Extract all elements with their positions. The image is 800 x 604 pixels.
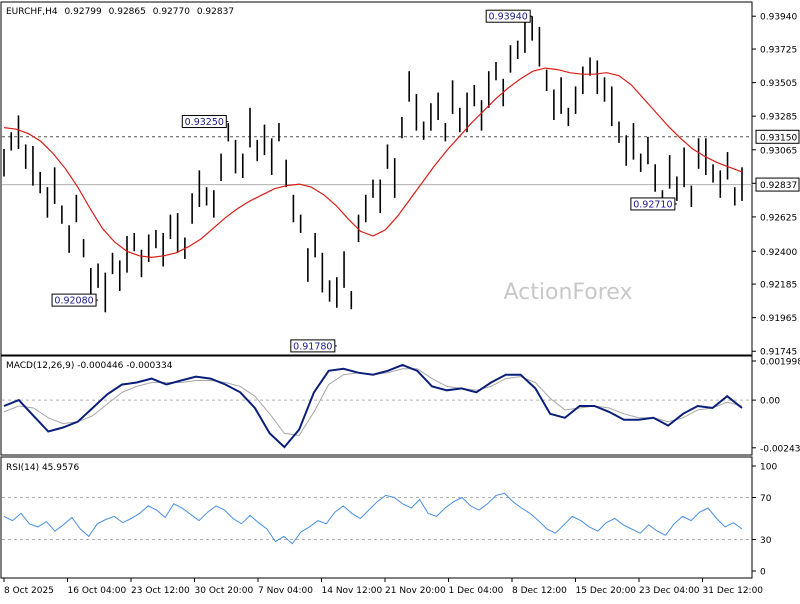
annotation-label: 0.91780 xyxy=(293,341,332,352)
ohlc-low: 0.92770 xyxy=(153,7,190,17)
x-tick-label: 1 Dec 04:00 xyxy=(449,586,504,596)
rsi-y-tick-label: 70 xyxy=(760,494,772,504)
ohlc-close: 0.92837 xyxy=(197,7,234,17)
x-tick-label: 16 Oct 04:00 xyxy=(68,586,127,596)
annotation-label: 0.92080 xyxy=(54,296,93,307)
x-tick-label: 14 Nov 12:00 xyxy=(322,586,383,596)
price-panel-frame xyxy=(0,1,753,356)
price-annotations: 0.93250 0.92080 0.91780 0.93940 0.92710 xyxy=(51,9,677,353)
price-y-tick-label: 0.93285 xyxy=(760,113,797,123)
macd-y-tick-label: 0.001998 xyxy=(760,357,800,367)
x-tick-label: 21 Nov 20:00 xyxy=(385,586,446,596)
price-y-tick-label: 0.92185 xyxy=(760,281,797,291)
rsi-y-tick-label: 30 xyxy=(760,536,772,546)
annotation-box xyxy=(51,293,97,307)
price-y-tick-label: 0.93940 xyxy=(760,13,797,23)
price-marker-label: 0.92837 xyxy=(760,181,797,191)
price-marker-box xyxy=(755,129,800,144)
x-tick-label: 8 Dec 12:00 xyxy=(512,586,567,596)
price-y-tick-label: 0.93725 xyxy=(760,46,797,56)
x-tick-label: 23 Oct 12:00 xyxy=(131,586,190,596)
ohlc-high: 0.92865 xyxy=(109,7,146,17)
rsi-label: RSI(14) 45.9576 xyxy=(6,463,79,473)
rsi-y-tick-label: 100 xyxy=(760,463,777,473)
macd-label: MACD(12,26,9) -0.000446 -0.000334 xyxy=(6,361,173,371)
price-marker-label: 0.93150 xyxy=(760,133,797,143)
x-tick-label: 8 Oct 2025 xyxy=(4,586,54,596)
price-marker-box xyxy=(755,177,800,192)
price-y-axis: 0.93940 0.93725 0.93505 0.93285 0.93065 0.928… xyxy=(752,13,800,358)
price-y-tick-label: 0.93065 xyxy=(760,146,797,156)
price-y-tick-label: 0.92625 xyxy=(760,213,797,223)
annotation-label: 0.93250 xyxy=(185,117,224,128)
rsi-line xyxy=(3,492,743,545)
rsi-y-axis: 100 70 30 0 xyxy=(752,463,777,578)
moving-average xyxy=(3,67,743,259)
annotation-box xyxy=(630,197,676,211)
macd-lines xyxy=(2,363,752,449)
x-tick-label: 23 Dec 04:00 xyxy=(639,586,700,596)
symbol-text: EURCHF,H4 xyxy=(6,7,58,17)
annotation-label: 0.93940 xyxy=(489,12,528,23)
macd-y-tick-label: 0.00 xyxy=(760,397,780,407)
watermark: ActionForex xyxy=(504,280,633,305)
x-tick-label: 7 Nov 04:00 xyxy=(258,586,313,596)
macd-panel-frame xyxy=(0,355,753,456)
rsi-panel-frame xyxy=(0,456,753,579)
x-tick-label: 15 Dec 20:00 xyxy=(576,586,637,596)
x-tick-label: 30 Oct 20:00 xyxy=(195,586,254,596)
annotation-label: 0.92710 xyxy=(633,199,672,210)
rsi-lines xyxy=(2,492,752,545)
ohlc-open: 0.92799 xyxy=(65,7,102,17)
symbol-label: EURCHF,H4 0.92799 0.92865 0.92770 0.9283… xyxy=(6,7,234,17)
annotation-box xyxy=(181,115,227,129)
price-y-tick-label: 0.92400 xyxy=(760,248,797,258)
price-y-tick-label: 0.91745 xyxy=(760,348,797,358)
x-axis: 8 Oct 2025 16 Oct 04:00 23 Oct 12:00 30 Oct… xyxy=(3,578,764,596)
macd-y-tick-label: -0.002434 xyxy=(760,444,800,454)
moving-average-line xyxy=(3,67,743,259)
rsi-y-tick-label: 0 xyxy=(760,568,766,578)
price-y-tick-label: 0.91965 xyxy=(760,314,797,324)
price-y-tick-label: 0.93505 xyxy=(760,79,797,89)
x-tick-label: 31 Dec 12:00 xyxy=(703,586,764,596)
macd-main-line xyxy=(3,363,743,449)
annotation-box xyxy=(485,9,531,23)
price-bars xyxy=(3,16,743,313)
macd-y-axis: 0.001998 0.00 -0.002434 xyxy=(752,357,800,454)
annotation-box xyxy=(290,339,336,353)
